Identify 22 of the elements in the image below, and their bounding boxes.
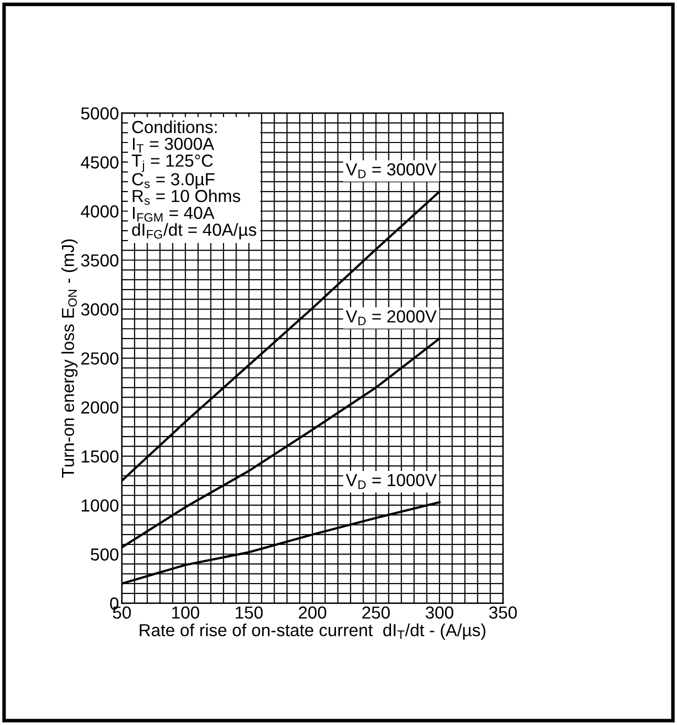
x-tick-label: 100: [172, 606, 200, 619]
y-tick-label: 2000: [81, 401, 118, 414]
series-label: V$_{D}$ = 3000V: [346, 163, 437, 178]
series-label: V$_{D}$ = 2000V: [346, 310, 437, 326]
x-tick-label: 150: [236, 606, 263, 619]
y-tick-label: 3000: [81, 303, 118, 316]
x-axis-title: Rate of rise of on-state current dI$_{T}$/dt - (A/µs): [140, 624, 486, 640]
y-axis-title: Turn-on energy loss E$_{ON}$ - (mJ): [61, 239, 78, 478]
y-tick-label: 1500: [82, 450, 118, 463]
x-tick-label: 200: [298, 606, 326, 619]
x-tick-label: 250: [362, 606, 390, 619]
x-tick-label: 300: [426, 606, 454, 619]
y-tick-label: 1000: [82, 499, 118, 512]
y-tick-label: 3500: [81, 254, 118, 267]
y-tick-label: 500: [90, 548, 118, 561]
text: Conditions: I$_{T}$ = 3000A T$_{j}$ = 125°C C$_{s}$ = 3.0µF R$_{s}$ = 10 Ohms I$_{FGM}$ = 40A dI$_{FG}$/dt = 40A/µs: [132, 120, 256, 240]
y-tick-label: 2500: [81, 352, 118, 365]
y-tick-label: 4500: [80, 156, 118, 169]
x-tick-label: 350: [489, 606, 517, 619]
y-tick-label: 5000: [81, 107, 118, 120]
y-tick-label: 4000: [80, 205, 118, 218]
series-label: V$_{D}$ = 1000V: [346, 474, 437, 489]
